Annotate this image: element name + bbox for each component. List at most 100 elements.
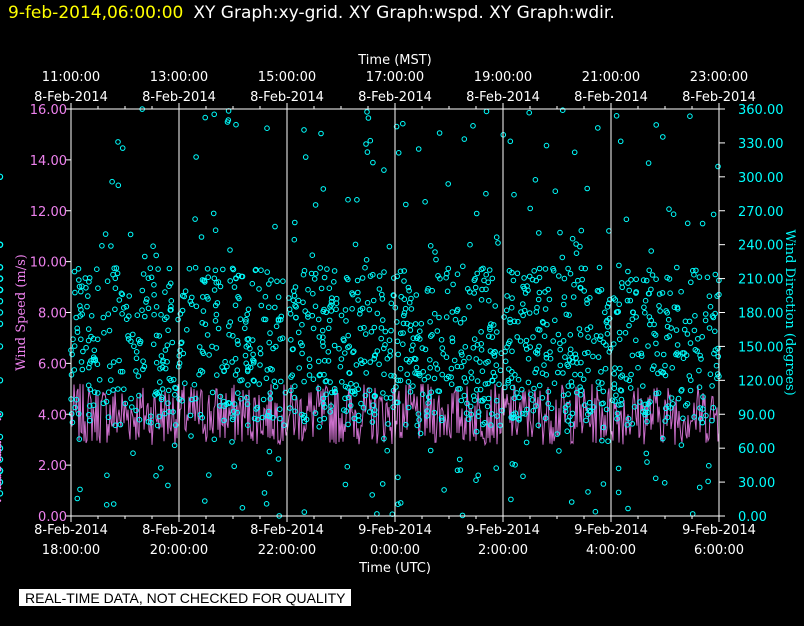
wdir-texture-point xyxy=(486,333,492,340)
wdir-texture-point xyxy=(76,283,83,290)
wdir-texture-point xyxy=(160,357,166,364)
wdir-texture-point xyxy=(667,405,674,411)
wdir-texture-point xyxy=(232,302,239,309)
wdir-texture-point xyxy=(670,211,677,217)
wdir-texture-point xyxy=(615,465,622,472)
wdir-texture-point xyxy=(326,285,333,292)
wdir-texture-point xyxy=(85,326,92,332)
wdir-texture-point xyxy=(224,363,230,370)
wdir-texture-point xyxy=(134,312,141,319)
wdir-texture-point xyxy=(390,387,397,394)
wdir-texture-point xyxy=(458,349,465,356)
wdir-texture-point xyxy=(626,287,633,294)
wdir-texture-point xyxy=(365,115,372,121)
wdir-texture-point xyxy=(631,404,638,410)
wdir-texture-point xyxy=(674,342,681,348)
wdir-texture-point xyxy=(405,284,412,291)
wdir-texture-point xyxy=(573,250,580,256)
wdir-texture-point xyxy=(325,358,332,364)
wdir-texture-point xyxy=(526,109,533,116)
wdir-texture-point xyxy=(129,404,135,410)
wdir-texture-point xyxy=(331,268,338,274)
wdir-texture-point xyxy=(486,297,492,304)
wdir-texture-point xyxy=(206,352,212,358)
wdir-texture-point xyxy=(153,473,159,479)
wdir-texture-point xyxy=(342,383,349,390)
wdir-texture-point xyxy=(188,301,195,308)
wdir-texture-point xyxy=(277,415,283,422)
wdir-texture-point xyxy=(326,317,333,324)
wdir-texture-point xyxy=(583,417,589,424)
wdir-texture-point xyxy=(130,450,136,457)
wdir-texture-point xyxy=(403,421,409,428)
wdir-texture-point xyxy=(293,314,299,321)
wdir-texture-point xyxy=(287,405,293,411)
wdir-texture-point xyxy=(653,122,660,128)
wdir-texture-point xyxy=(110,387,116,393)
wdir-texture-point xyxy=(563,311,570,318)
wdir-texture-point xyxy=(151,292,157,298)
wdir-texture-point xyxy=(666,333,673,339)
wdir-texture-point xyxy=(299,321,305,328)
wdir-texture-point xyxy=(366,387,373,394)
wdir-texture-point xyxy=(301,127,307,133)
wdir-texture-point xyxy=(585,349,591,356)
wdir-texture-point xyxy=(560,338,567,344)
vertical-grid xyxy=(178,109,612,516)
wdir-texture-point xyxy=(175,316,181,323)
wdir-texture-point xyxy=(436,388,443,395)
wdir-texture-point xyxy=(705,478,711,485)
wdir-texture-point xyxy=(566,312,572,318)
wdir-texture-point xyxy=(551,380,558,387)
wdir-texture-point xyxy=(661,480,668,486)
wdir-texture-point xyxy=(295,329,302,336)
x-bottom-tick-date: 9-Feb-2014 xyxy=(682,523,756,538)
wdir-texture-point xyxy=(125,333,131,339)
wdir-texture-point xyxy=(444,270,450,277)
wdir-texture-point xyxy=(312,410,319,416)
wdir-texture-point xyxy=(85,382,92,389)
wdir-texture-point xyxy=(614,410,621,417)
wdir-texture-point xyxy=(71,268,78,275)
wdir-texture-point xyxy=(696,367,702,374)
wdir-texture-point xyxy=(133,349,140,355)
wdir-texture-point xyxy=(507,138,514,145)
wdir-texture-point xyxy=(262,293,269,300)
wdir-texture-point xyxy=(140,271,147,277)
wdir-texture-point xyxy=(694,348,700,354)
wdir-texture-point xyxy=(177,347,183,354)
wdir-texture-point xyxy=(638,350,645,357)
wdir-texture-point xyxy=(483,286,489,293)
wspd-point xyxy=(0,458,2,462)
wdir-texture-point xyxy=(244,394,250,401)
wdir-texture-point xyxy=(137,340,143,347)
wdir-texture-point xyxy=(461,316,468,322)
wdir-texture-point xyxy=(637,399,643,405)
wdir-texture-point xyxy=(126,293,132,299)
wdir-texture-point xyxy=(173,385,179,392)
wdir-texture-point xyxy=(681,326,688,333)
wdir-texture-point xyxy=(112,285,119,292)
wdir-texture-point xyxy=(400,330,406,336)
wdir-texture-point xyxy=(412,321,419,327)
quality-disclaimer: REAL-TIME DATA, NOT CHECKED FOR QUALITY xyxy=(19,589,352,606)
wdir-texture-point xyxy=(579,276,586,283)
wdir-texture-point xyxy=(213,345,220,351)
wdir-texture-point xyxy=(416,417,422,423)
wdir-texture-point xyxy=(316,334,323,340)
wdir-texture-point xyxy=(646,290,652,297)
wdir-texture-point xyxy=(215,325,222,332)
x-bottom-tick-time: 6:00:00 xyxy=(694,543,744,558)
wdir-texture-point xyxy=(88,333,94,340)
wdir-texture-point xyxy=(387,353,393,359)
wdir-texture-point xyxy=(456,456,463,463)
wdir-texture-point xyxy=(327,304,333,310)
wdir-texture-point xyxy=(72,289,78,296)
wdir-texture-point xyxy=(318,130,324,137)
wdir-texture-point xyxy=(419,391,426,398)
wdir-texture-point xyxy=(357,325,364,332)
wdir-texture-point xyxy=(413,364,420,371)
wdir-texture-point xyxy=(489,275,496,282)
wdir-texture-point xyxy=(165,482,171,489)
